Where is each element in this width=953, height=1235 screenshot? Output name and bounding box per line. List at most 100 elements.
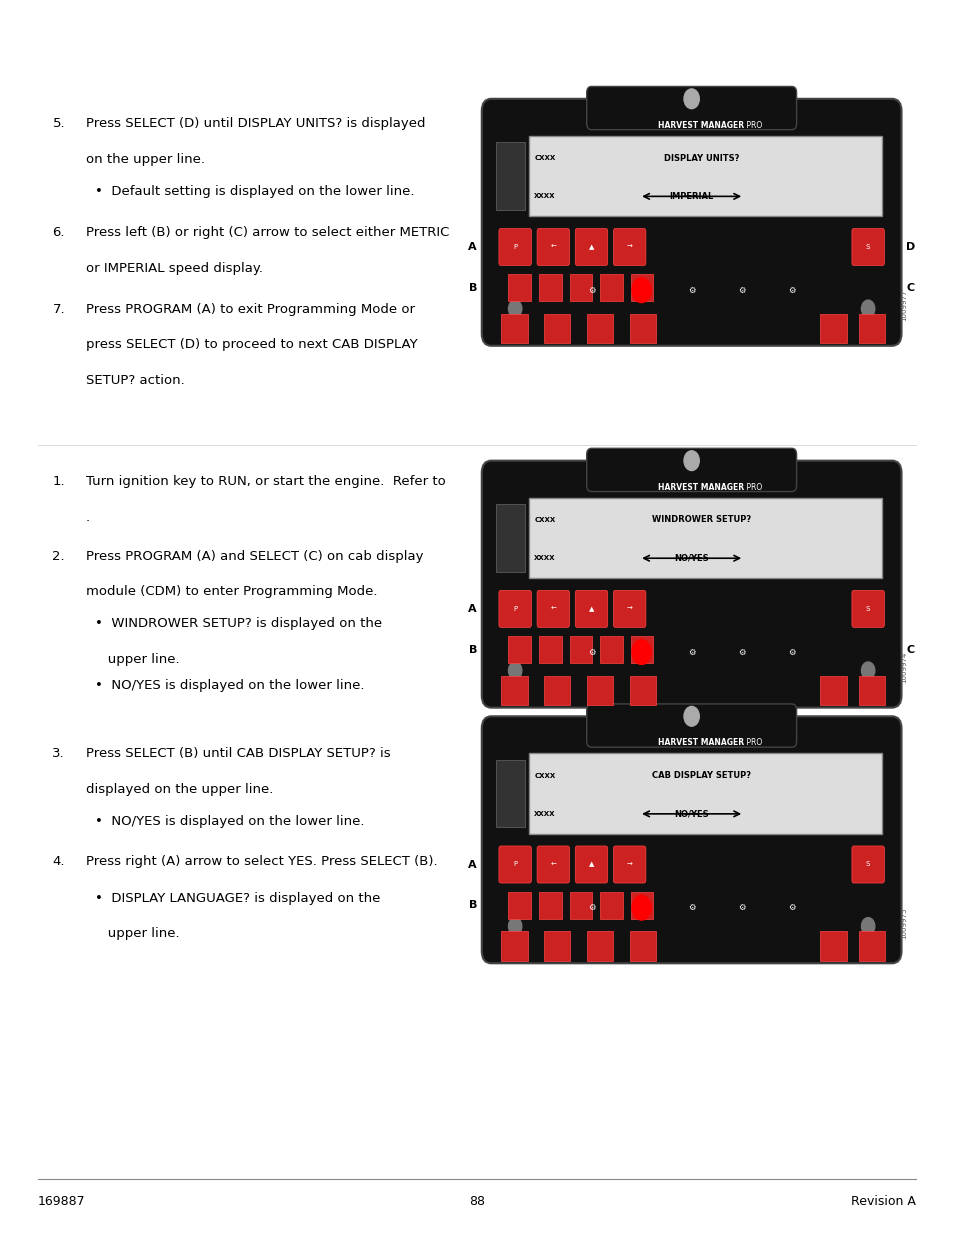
Bar (486, 722, 896, 957)
Text: XXXX: XXXX (534, 556, 556, 561)
FancyBboxPatch shape (613, 846, 645, 883)
Text: ⚙: ⚙ (738, 903, 744, 913)
Bar (586, 314, 613, 343)
Bar (586, 931, 613, 961)
Text: A: A (468, 242, 476, 252)
FancyBboxPatch shape (498, 228, 531, 266)
Bar (496, 760, 524, 827)
FancyBboxPatch shape (481, 99, 901, 346)
FancyBboxPatch shape (851, 590, 883, 627)
Bar (500, 314, 527, 343)
Bar (496, 142, 524, 210)
Text: S: S (865, 606, 869, 611)
FancyBboxPatch shape (498, 846, 531, 883)
Text: NO/YES: NO/YES (674, 553, 708, 563)
Bar (820, 314, 846, 343)
Text: 3.: 3. (52, 747, 65, 761)
Bar (500, 676, 527, 705)
Text: IMPERIAL: IMPERIAL (669, 191, 713, 201)
Bar (586, 676, 613, 705)
Text: HARVEST MANAGER: HARVEST MANAGER (658, 121, 743, 130)
Text: 1009975: 1009975 (901, 908, 906, 939)
Bar (543, 314, 570, 343)
Text: •  DISPLAY LANGUAGE? is displayed on the: • DISPLAY LANGUAGE? is displayed on the (95, 892, 380, 905)
Bar (858, 931, 884, 961)
Text: PRO: PRO (743, 483, 761, 492)
Bar (599, 892, 622, 919)
Circle shape (861, 662, 874, 679)
Bar (538, 274, 561, 301)
Text: Press SELECT (D) until DISPLAY UNITS? is displayed: Press SELECT (D) until DISPLAY UNITS? is… (86, 117, 425, 131)
Bar (569, 892, 592, 919)
Circle shape (508, 918, 521, 935)
Text: Press PROGRAM (A) and SELECT (C) on cab display: Press PROGRAM (A) and SELECT (C) on cab … (86, 550, 423, 563)
Text: 4.: 4. (52, 855, 65, 868)
Text: ▲: ▲ (588, 606, 594, 611)
Text: DISPLAY UNITS?: DISPLAY UNITS? (662, 153, 739, 163)
Bar (508, 636, 531, 663)
Bar (486, 467, 896, 701)
Circle shape (631, 278, 650, 303)
FancyBboxPatch shape (586, 448, 796, 492)
Bar (486, 105, 896, 340)
Bar (858, 314, 884, 343)
Text: •  Default setting is displayed on the lower line.: • Default setting is displayed on the lo… (95, 185, 415, 199)
Text: SETUP? action.: SETUP? action. (86, 374, 185, 388)
Text: ←: ← (550, 862, 556, 867)
FancyBboxPatch shape (586, 704, 796, 747)
Bar (630, 636, 653, 663)
Bar (858, 676, 884, 705)
Bar (630, 892, 653, 919)
Text: ⚙: ⚙ (787, 285, 795, 295)
FancyBboxPatch shape (613, 228, 645, 266)
Text: A: A (468, 604, 476, 614)
Bar (629, 931, 656, 961)
Bar (599, 274, 622, 301)
Text: 2.: 2. (52, 550, 65, 563)
Text: ←: ← (550, 245, 556, 249)
Text: Press left (B) or right (C) arrow to select either METRIC: Press left (B) or right (C) arrow to sel… (86, 226, 449, 240)
FancyBboxPatch shape (586, 86, 796, 130)
Bar (569, 274, 592, 301)
Text: →: → (626, 862, 632, 867)
Text: ⚙: ⚙ (787, 903, 795, 913)
FancyBboxPatch shape (498, 590, 531, 627)
Circle shape (861, 300, 874, 317)
Text: CXXX: CXXX (534, 773, 555, 778)
Text: →: → (626, 245, 632, 249)
Text: ⚙: ⚙ (738, 647, 744, 657)
Text: XXXX: XXXX (534, 194, 556, 199)
Text: ▲: ▲ (588, 862, 594, 867)
Text: CXXX: CXXX (534, 156, 555, 161)
Bar (496, 504, 524, 572)
Text: PRO: PRO (743, 121, 761, 130)
Circle shape (508, 300, 521, 317)
Text: Press right (A) arrow to select YES. Press SELECT (B).: Press right (A) arrow to select YES. Pre… (86, 855, 437, 868)
Bar (543, 931, 570, 961)
Text: ⚙: ⚙ (587, 285, 595, 295)
Text: A: A (468, 860, 476, 869)
Bar (629, 314, 656, 343)
Bar (538, 892, 561, 919)
Circle shape (683, 89, 699, 109)
Circle shape (631, 640, 650, 664)
Bar (820, 676, 846, 705)
Text: ⚙: ⚙ (738, 285, 744, 295)
Text: •  NO/YES is displayed on the lower line.: • NO/YES is displayed on the lower line. (95, 679, 364, 693)
Bar (543, 676, 570, 705)
Bar (630, 274, 653, 301)
Bar (820, 931, 846, 961)
Text: →: → (626, 606, 632, 611)
Text: •  WINDROWER SETUP? is displayed on the: • WINDROWER SETUP? is displayed on the (95, 618, 382, 631)
Text: 5.: 5. (52, 117, 65, 131)
Bar (629, 676, 656, 705)
Text: .: . (86, 511, 90, 525)
Text: 88: 88 (469, 1194, 484, 1208)
Text: XXXX: XXXX (534, 811, 556, 816)
Text: 169887: 169887 (38, 1194, 86, 1208)
FancyBboxPatch shape (851, 228, 883, 266)
Text: Turn ignition key to RUN, or start the engine.  Refer to: Turn ignition key to RUN, or start the e… (86, 475, 445, 489)
Text: PRO: PRO (743, 739, 761, 747)
Text: CAB DISPLAY SETUP?: CAB DISPLAY SETUP? (651, 771, 750, 781)
Text: ⚙: ⚙ (587, 647, 595, 657)
